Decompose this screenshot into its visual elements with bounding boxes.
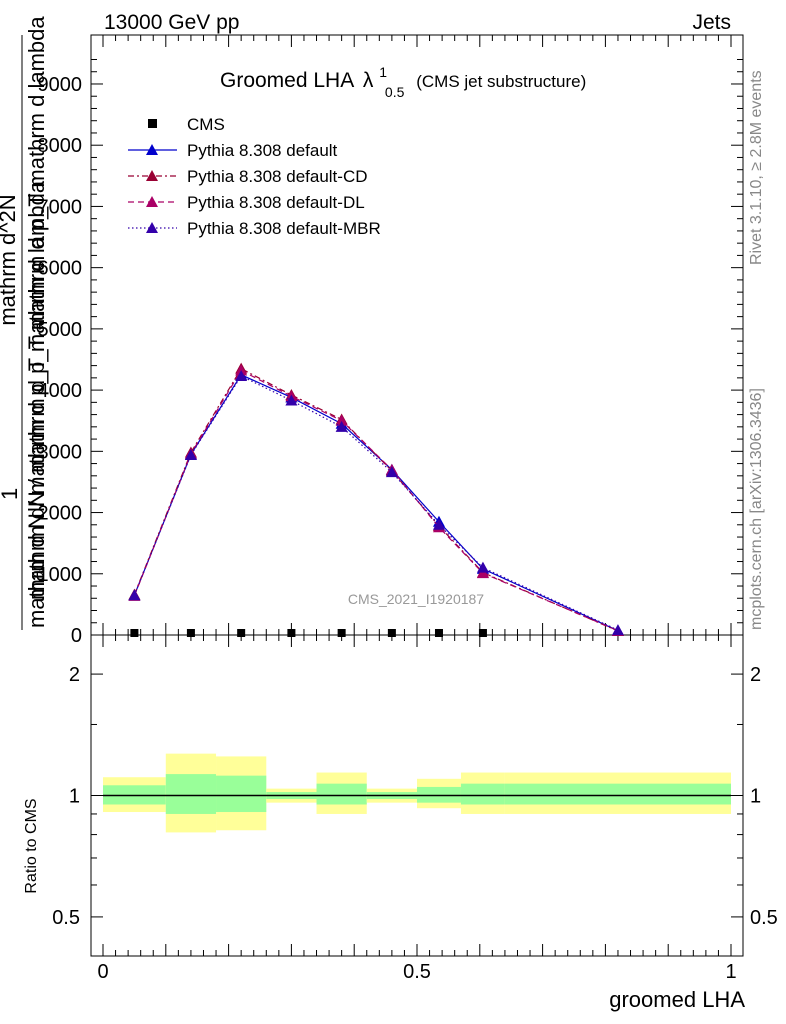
ratio-y-axis-label: Ratio to CMS [23,798,40,893]
title-main: Groomed LHA [220,69,354,92]
series-point [335,414,348,426]
legend-marker [146,196,158,207]
y-tick-label: 5000 [38,319,83,341]
y-label-denominator-2: mathrm d N / mathrm d p_T mathrm d lambd… [24,180,49,628]
title-sub: 0.5 [385,84,405,100]
series-point [235,364,248,376]
series-point [184,449,197,460]
cms-point [237,629,246,637]
x-ticks: 0 0.5 1 [97,35,737,983]
ratio-tick-label-right: 2 [750,664,761,686]
series-line [133,367,619,632]
legend-entry: Pythia 8.308 default-MBR [128,219,381,238]
ratio-band-green [216,775,267,813]
legend-entry: Pythia 8.308 default-CD [128,167,368,186]
legend-entry: CMS [148,115,225,134]
y-tick-label: 1000 [38,564,83,586]
cms-point [130,629,139,637]
title-suffix: (CMS jet substructure) [416,72,586,91]
y-tick-label: 7000 [38,196,83,218]
y-tick-label: 3000 [38,441,83,463]
ratio-tick-label-right: 0.5 [750,907,778,929]
y-tick-label: 2000 [38,503,83,525]
ratio-tick-label: 0.5 [52,907,80,929]
legend-marker [146,222,158,233]
title-sup: 1 [379,64,387,80]
series-point [476,567,489,579]
legend-marker [146,144,158,155]
ratio-y-ticks: 0.5 0.5 1 1 2 2 [52,664,778,929]
legend-marker [146,170,158,181]
legend-label: Pythia 8.308 default-DL [187,193,365,212]
ratio-band-green [460,783,505,805]
ratio-band-green [316,783,367,805]
header-jets-label: Jets [692,11,731,34]
legend-entry: Pythia 8.308 default-DL [128,193,365,212]
y-tick-label: 8000 [38,135,83,157]
ratio-tick-label-right: 1 [750,786,761,808]
y-tick-label: 0 [71,625,82,647]
x-tick-label: 1 [725,961,736,983]
plot-title: Groomed LHA λ 1 0.5 (CMS jet substructur… [220,59,586,102]
ratio-band-green [165,774,217,814]
x-axis-label: groomed LHA [609,987,745,1012]
series-point [611,624,624,636]
main-y-ticks: 0 1000 2000 3000 4000 5000 6000 7000 8000 9000 [38,58,743,647]
series-point [335,420,348,432]
ratio-band-green [504,783,731,805]
y-axis-label: 1 mathrm d^2N mathrm dN / mathrm d p_T m… [0,16,49,630]
legend-label: Pythia 8.308 default-CD [187,167,368,186]
header-energy-label: 13000 GeV pp [104,11,239,34]
legend-entry: Pythia 8.308 default [128,141,338,160]
ratio-tick-label: 1 [69,786,80,808]
cms-point [434,629,443,637]
x-tick-label: 0.5 [403,961,431,983]
analysis-watermark: CMS_2021_I1920187 [348,591,484,607]
legend-label: Pythia 8.308 default [187,141,338,160]
y-tick-label: 9000 [38,74,83,96]
ratio-tick-label: 2 [69,664,80,686]
legend: CMS Pythia 8.308 default Pythia 8.308 defa… [128,115,381,238]
svg-text:Groomed LHA λ 1: Groomed LHA λ 1 0.5 (CMS jet substructur… [220,59,586,102]
series-point [235,370,248,382]
y-tick-label: 6000 [38,258,83,280]
x-tick-label: 0 [97,961,108,983]
cms-point [387,629,396,637]
mcplots-label: mcplots.cern.ch [arXiv:1306.3436] [748,388,765,630]
cms-point [337,629,346,637]
y-tick-label: 4000 [38,380,83,402]
series-point [385,466,398,478]
y-label-one: 1 [0,488,22,500]
series-point [432,518,445,530]
ratio-bands [103,753,731,833]
series-layer [128,362,624,637]
cms-point [287,629,296,637]
y-label-numerator: mathrm d^2N [0,194,20,325]
title-lambda: λ [363,69,374,92]
series-point [128,589,141,601]
legend-marker [148,119,157,128]
rivet-label: Rivet 3.1.10, ≥ 2.8M events [748,70,765,265]
series-point [285,394,298,406]
y-label-denominator-1: mathrm dN / mathrm d p_T mathrm d p_T ma… [24,16,49,600]
cms-point [186,629,195,637]
legend-label: CMS [187,115,225,134]
legend-label: Pythia 8.308 default-MBR [187,219,381,238]
cms-points [130,629,487,637]
cms-point [478,629,487,637]
series-point [476,561,489,573]
